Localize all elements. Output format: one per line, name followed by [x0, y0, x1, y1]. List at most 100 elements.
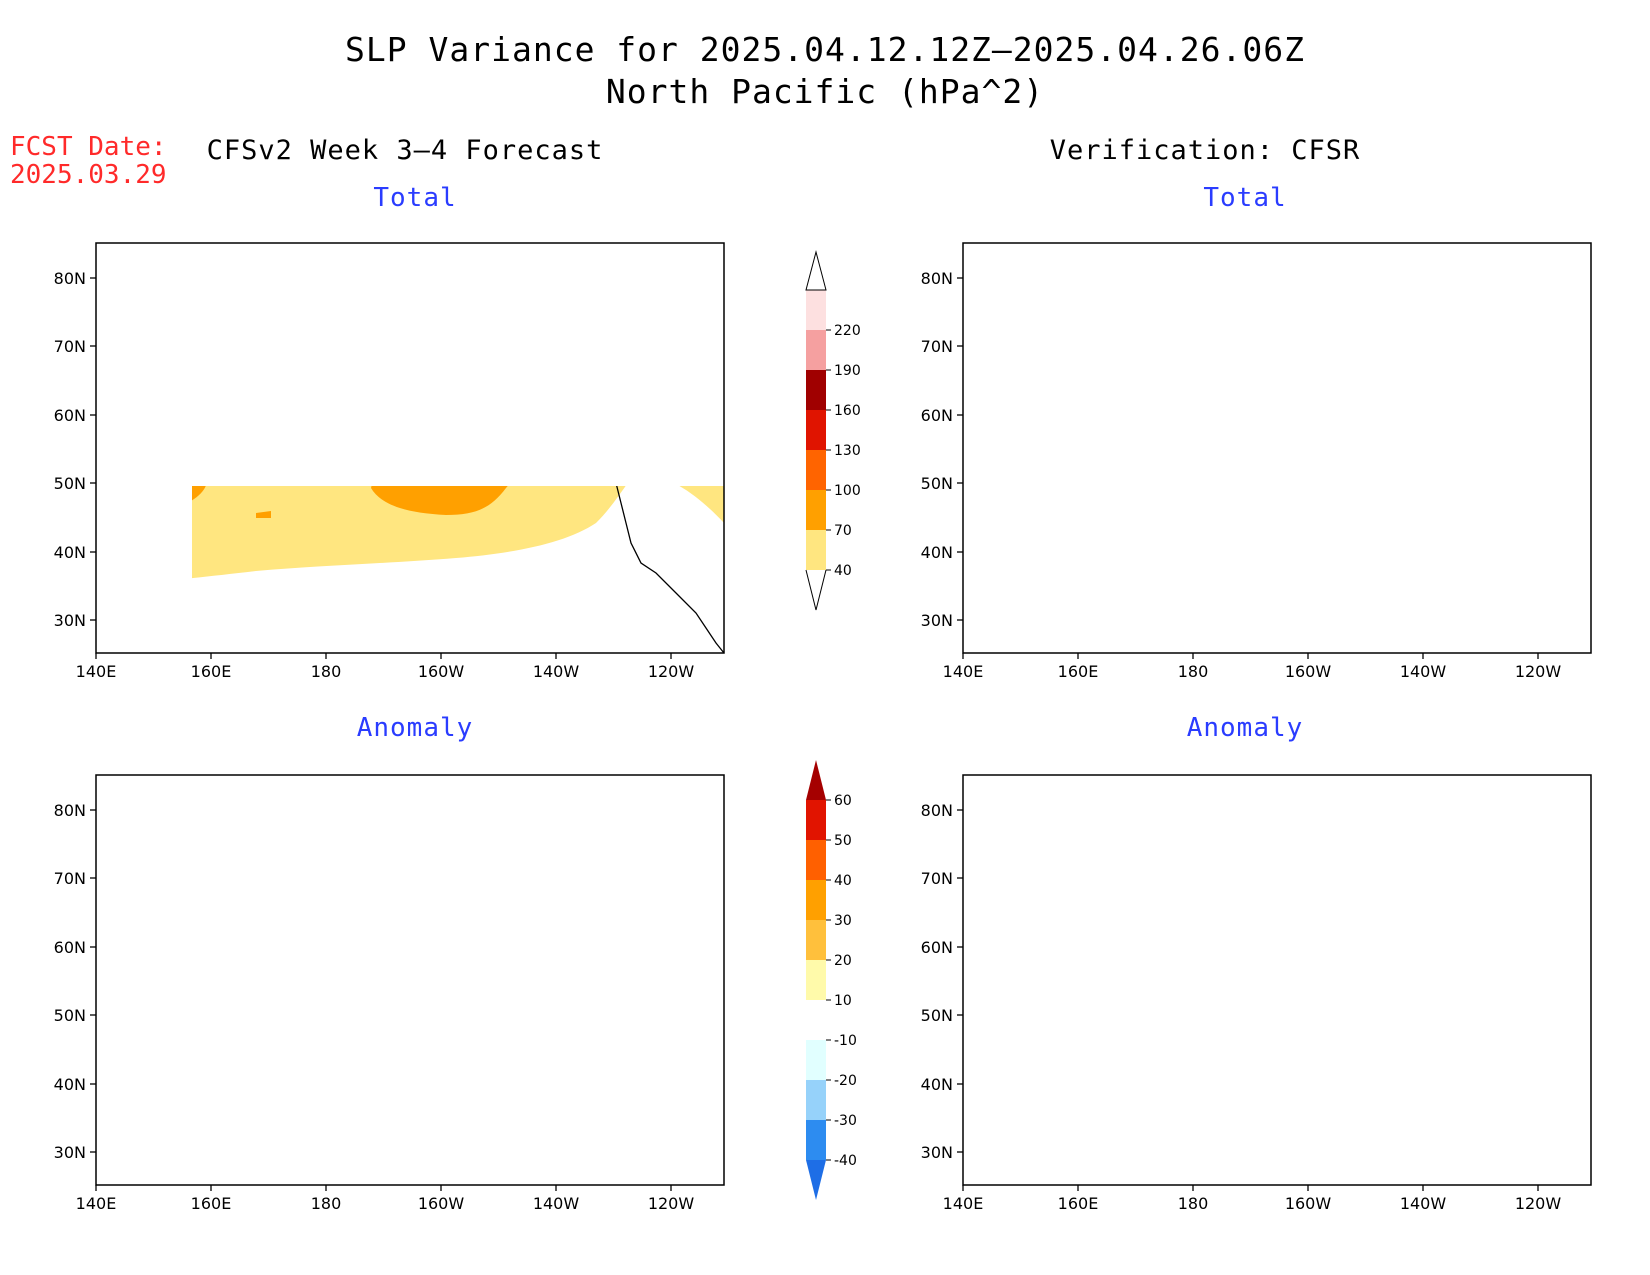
colorbar-total-label: 190	[834, 363, 861, 379]
lon-label: 160E	[191, 662, 232, 681]
colorbar-total: 40 70 100 130 160 190 220	[805, 250, 861, 611]
lon-label: 180	[1178, 1194, 1209, 1213]
lon-label: 120W	[648, 1194, 695, 1213]
colorbar-anomaly-label: 30	[834, 913, 852, 929]
colorbar-total-label: 160	[834, 403, 861, 419]
lat-label: 50N	[54, 474, 86, 493]
panel-title-verification-anomaly: Anomaly	[1186, 713, 1304, 743]
lon-label: 160E	[1058, 662, 1099, 681]
colorbar-anomaly-top-arrow	[806, 760, 826, 800]
lat-label: 30N	[921, 611, 953, 630]
lat-label: 50N	[921, 1006, 953, 1025]
colorbar-total-swatch	[806, 410, 826, 450]
colorbar-anomaly-swatch	[806, 1040, 826, 1080]
lat-label: 70N	[54, 869, 86, 888]
lon-label: 160W	[418, 662, 465, 681]
colorbar-anomaly-label: 20	[834, 953, 852, 969]
colorbar-total-label: 220	[834, 323, 861, 339]
fcst-date-value: 2025.03.29	[10, 160, 167, 190]
lat-label: 30N	[921, 1143, 953, 1162]
contour-70-100	[192, 486, 206, 501]
colorbar-anomaly-swatch	[806, 920, 826, 960]
colorbar-anomaly-swatch	[806, 840, 826, 880]
lon-label: 140E	[76, 1194, 117, 1213]
lat-label: 50N	[921, 474, 953, 493]
lon-label: 140E	[943, 662, 984, 681]
lat-label: 70N	[921, 869, 953, 888]
lat-label: 80N	[54, 801, 86, 820]
panel-title-forecast-total: Total	[373, 183, 457, 213]
colorbar-anomaly-swatch	[806, 1080, 826, 1120]
colorbar-total-label: 70	[834, 523, 852, 539]
colorbar-anomaly-label: 60	[834, 793, 852, 809]
colorbar-anomaly-label: -30	[834, 1113, 857, 1129]
colorbar-anomaly: -40 -30 -20 -10 10 20 30 40 50 60	[806, 760, 857, 1200]
panel-title-verification-total: Total	[1203, 183, 1287, 213]
forecast-heading: CFSv2 Week 3–4 Forecast	[206, 135, 604, 166]
lat-label: 80N	[921, 801, 953, 820]
lon-label: 160E	[191, 1194, 232, 1213]
colorbar-total-swatch	[806, 490, 826, 530]
colorbar-anomaly-label: -10	[834, 1033, 857, 1049]
lon-label: 160W	[418, 1194, 465, 1213]
colorbar-anomaly-swatch	[806, 800, 826, 840]
lat-label: 80N	[921, 269, 953, 288]
map-forecast-total	[95, 242, 725, 654]
lon-label: 140W	[533, 662, 580, 681]
lat-label: 50N	[54, 1006, 86, 1025]
colorbar-anomaly-label: -40	[834, 1153, 857, 1169]
lat-label: 30N	[54, 611, 86, 630]
fcst-date-label: FCST Date:	[10, 132, 167, 162]
lat-label: 40N	[921, 543, 953, 562]
lon-label: 140W	[1400, 1194, 1447, 1213]
lon-label: 160E	[1058, 1194, 1099, 1213]
lat-label: 40N	[921, 1075, 953, 1094]
lat-label: 40N	[54, 1075, 86, 1094]
colorbar-anomaly-swatch	[806, 960, 826, 1000]
colorbar-total-label: 40	[834, 563, 852, 579]
main-title: SLP Variance for 2025.04.12.12Z–2025.04.…	[345, 30, 1305, 69]
lat-label: 70N	[54, 337, 86, 356]
colorbar-anomaly-swatch	[806, 1000, 826, 1040]
colorbar-total-swatch	[806, 450, 826, 490]
map-verification-anomaly	[962, 774, 1592, 1186]
colorbar-anomaly-swatch	[806, 880, 826, 920]
verification-heading: Verification: CFSR	[1049, 135, 1361, 166]
colorbar-total-swatch	[806, 290, 826, 330]
lon-label: 180	[311, 662, 342, 681]
lon-label: 140E	[943, 1194, 984, 1213]
colorbar-anomaly-swatch	[806, 1120, 826, 1160]
lon-label: 160W	[1285, 662, 1332, 681]
colorbar-total-swatch	[806, 370, 826, 410]
lat-label: 30N	[54, 1143, 86, 1162]
lon-label: 160W	[1285, 1194, 1332, 1213]
panel-title-forecast-anomaly: Anomaly	[356, 713, 474, 743]
lon-label: 180	[311, 1194, 342, 1213]
colorbar-total-label: 100	[834, 483, 861, 499]
colorbar-total-label: 130	[834, 443, 861, 459]
lat-label: 60N	[921, 406, 953, 425]
lat-label: 40N	[54, 543, 86, 562]
map-forecast-anomaly	[95, 774, 725, 1186]
colorbar-total-swatch	[806, 330, 826, 370]
colorbar-anomaly-label: 50	[834, 833, 852, 849]
lon-label: 140W	[1400, 662, 1447, 681]
colorbar-total-top-arrow	[805, 250, 827, 291]
lon-label: 120W	[1515, 1194, 1562, 1213]
axes-layer: 80N 70N 60N 50N 40N 30N 140E 160E 180 160W 140W 120…	[54, 269, 1562, 1213]
lon-label: 120W	[1515, 662, 1562, 681]
lat-label: 70N	[921, 337, 953, 356]
lat-label: 60N	[921, 938, 953, 957]
lon-label: 140E	[76, 662, 117, 681]
colorbar-anomaly-label: 40	[834, 873, 852, 889]
lat-label: 60N	[54, 938, 86, 957]
colorbar-anomaly-label: 10	[834, 993, 852, 1009]
lon-label: 120W	[648, 662, 695, 681]
main-subtitle: North Pacific (hPa^2)	[605, 72, 1045, 111]
colorbar-total-swatch	[806, 530, 826, 570]
colorbar-total-bottom-arrow	[805, 569, 827, 611]
map-verification-total	[962, 242, 1592, 654]
lon-label: 180	[1178, 662, 1209, 681]
lat-label: 60N	[54, 406, 86, 425]
